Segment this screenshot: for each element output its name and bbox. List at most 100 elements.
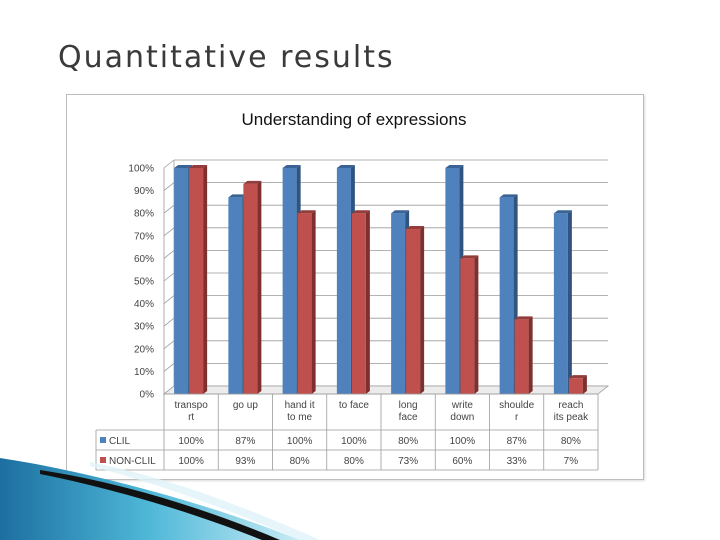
y-tick-label: 40%	[134, 299, 154, 310]
bar-front	[351, 213, 366, 394]
bar-front	[445, 168, 460, 394]
data-label: 100%	[178, 436, 204, 447]
bar-non-clil	[460, 255, 479, 394]
bar-side	[203, 165, 208, 394]
bar-chart: Understanding of expressions 0% 10% 20% 30% 4…	[95, 110, 610, 471]
bar-front	[406, 229, 421, 394]
bar-front	[553, 213, 568, 394]
y-tick-label: 80%	[134, 209, 154, 220]
x-tick-label: face	[399, 412, 418, 423]
legend-swatch-clil	[100, 437, 106, 443]
x-tick-label: shoulde	[499, 400, 534, 411]
data-label: 87%	[507, 436, 527, 447]
bar-front	[391, 213, 406, 394]
bar-front	[568, 378, 583, 394]
bar-top	[445, 165, 464, 168]
bar-front	[282, 168, 297, 394]
bar-non-clil	[514, 316, 533, 394]
bar-top	[243, 180, 262, 184]
bar-top	[568, 375, 587, 379]
bar-top	[514, 316, 533, 320]
gridline-depth	[163, 159, 175, 169]
gridline-depth	[163, 295, 175, 304]
bar-non-clil	[297, 210, 316, 394]
data-label: 33%	[507, 456, 527, 467]
x-tick-label: its peak	[554, 412, 589, 423]
bar-top	[553, 210, 572, 214]
bar-top	[228, 194, 247, 198]
x-tick-label: rt	[188, 412, 194, 423]
data-label: 80%	[344, 456, 364, 467]
data-label: 100%	[287, 436, 313, 447]
bar-front	[189, 168, 204, 394]
bar-top	[499, 194, 518, 198]
data-label: 93%	[235, 456, 255, 467]
bar-front	[499, 197, 514, 394]
y-tick-label: 10%	[134, 367, 154, 378]
data-label: 80%	[290, 456, 310, 467]
y-tick-label: 90%	[134, 186, 154, 197]
bar-top	[174, 165, 193, 168]
data-label: 60%	[452, 456, 472, 467]
gridline-depth	[163, 250, 175, 259]
bar-front	[297, 213, 312, 394]
bar-side	[582, 375, 587, 394]
bar-side	[474, 255, 479, 394]
x-tick-label: r	[515, 412, 519, 423]
bar-non-clil	[568, 375, 587, 394]
data-label: 100%	[341, 436, 367, 447]
x-tick-label: down	[450, 412, 474, 423]
y-tick-label: 70%	[134, 231, 154, 242]
bar-side	[365, 210, 370, 394]
bar-non-clil	[406, 226, 425, 394]
bar-top	[391, 210, 410, 214]
legend-label: CLIL	[109, 436, 131, 447]
data-label: 7%	[564, 456, 579, 467]
bar-non-clil	[189, 165, 208, 394]
gridline-depth	[163, 363, 175, 372]
x-tick-label: hand it	[285, 400, 315, 411]
bar-top	[189, 165, 208, 168]
gridline-depth	[163, 317, 175, 327]
bar-front	[228, 197, 243, 394]
data-label: 100%	[450, 436, 476, 447]
bar-side	[257, 180, 262, 394]
y-tick-label: 0%	[140, 390, 155, 401]
gridline-depth	[163, 227, 175, 237]
y-tick-label: 60%	[134, 254, 154, 265]
bar-non-clil	[351, 210, 370, 394]
gridline-depth	[163, 340, 175, 350]
x-tick-label: long	[399, 400, 418, 411]
y-tick-label: 100%	[128, 164, 154, 175]
legend-label: NON-CLIL	[109, 456, 156, 467]
data-label: 80%	[398, 436, 418, 447]
slide-title: Quantitative results	[58, 40, 395, 75]
data-label: 87%	[235, 436, 255, 447]
bar-top	[297, 210, 316, 214]
bar-front	[336, 168, 351, 394]
legend-swatch-non-clil	[100, 457, 106, 463]
bar-non-clil	[243, 180, 262, 394]
bar-front	[243, 183, 258, 394]
bar-top	[336, 165, 355, 168]
bar-side	[528, 316, 533, 394]
data-label: 73%	[398, 456, 418, 467]
bar-front	[514, 319, 529, 394]
gridline-depth	[163, 182, 175, 191]
bar-top	[460, 255, 479, 259]
bar-front	[174, 168, 189, 394]
bar-top	[406, 226, 425, 230]
x-tick-label: reach	[558, 400, 583, 411]
gridline-depth	[163, 272, 175, 282]
y-tick-label: 20%	[134, 344, 154, 355]
bar-side	[311, 210, 316, 394]
x-tick-label: to face	[339, 400, 369, 411]
x-tick-label: write	[451, 400, 474, 411]
chart-title: Understanding of expressions	[242, 110, 467, 129]
bar-top	[351, 210, 370, 214]
x-tick-label: go up	[233, 400, 258, 411]
x-tick-label: to me	[287, 412, 312, 423]
y-tick-label: 30%	[134, 322, 154, 333]
bar-side	[567, 210, 572, 394]
